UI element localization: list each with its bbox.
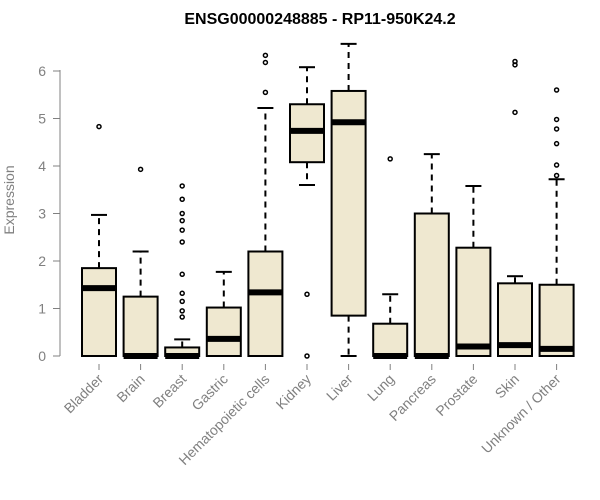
box-group bbox=[455, 184, 492, 357]
outlier-point bbox=[179, 196, 185, 202]
box bbox=[413, 212, 450, 357]
x-category-label: Unknown / Other bbox=[478, 371, 564, 457]
outlier-point bbox=[553, 116, 560, 123]
outlier-point bbox=[179, 298, 185, 305]
y-tick-label: 3 bbox=[38, 206, 46, 222]
outlier-point bbox=[96, 123, 102, 130]
box-group bbox=[372, 156, 409, 359]
y-tick-label: 1 bbox=[38, 301, 46, 317]
x-category-label: Bladder bbox=[61, 371, 107, 417]
y-tick-label: 5 bbox=[38, 111, 46, 127]
box bbox=[205, 306, 242, 357]
box bbox=[122, 295, 159, 357]
x-category-label: Liver bbox=[323, 371, 356, 404]
outlier-point bbox=[304, 353, 310, 359]
box-group bbox=[538, 87, 575, 357]
y-axis-ticks: 0 1 2 3 4 5 6 bbox=[38, 63, 60, 364]
outlier-point bbox=[179, 308, 185, 314]
chart-title: ENSG00000248885 - RP11-950K24.2 bbox=[184, 11, 455, 28]
box-group bbox=[247, 52, 284, 357]
outlier-point bbox=[304, 291, 310, 297]
y-tick-label: 4 bbox=[38, 158, 46, 174]
x-category-label: Breast bbox=[149, 371, 189, 411]
outlier-point bbox=[179, 239, 185, 245]
outlier-point bbox=[387, 156, 393, 162]
outlier-point bbox=[512, 58, 518, 65]
x-category-label: Prostate bbox=[432, 371, 480, 419]
box bbox=[455, 246, 492, 357]
box-group bbox=[289, 66, 325, 359]
box-group bbox=[330, 42, 367, 357]
outlier-point bbox=[262, 59, 269, 66]
box bbox=[330, 89, 367, 317]
x-category-label: Skin bbox=[492, 371, 523, 402]
y-tick-label: 6 bbox=[38, 63, 46, 79]
outlier-point bbox=[553, 140, 560, 147]
outlier-point bbox=[262, 52, 269, 59]
plot-area bbox=[81, 42, 575, 359]
outlier-point bbox=[179, 183, 185, 189]
box bbox=[538, 283, 575, 357]
box-group bbox=[205, 270, 242, 357]
box-group bbox=[413, 153, 450, 359]
y-tick-label: 0 bbox=[38, 348, 46, 364]
outlier-point bbox=[179, 227, 185, 233]
outlier-point bbox=[553, 87, 560, 93]
box-group bbox=[164, 183, 201, 359]
box bbox=[247, 250, 284, 357]
outlier-point bbox=[553, 172, 560, 179]
outlier-point bbox=[179, 210, 185, 217]
outlier-point bbox=[179, 314, 185, 320]
outlier-point bbox=[137, 166, 144, 173]
outlier-point bbox=[553, 126, 560, 132]
box bbox=[81, 267, 117, 357]
outlier-point bbox=[179, 217, 185, 224]
box bbox=[372, 322, 409, 358]
outlier-point bbox=[179, 290, 185, 297]
box-group bbox=[497, 58, 533, 358]
outlier-point bbox=[262, 89, 269, 96]
y-tick-label: 2 bbox=[38, 253, 46, 269]
box-group bbox=[122, 166, 159, 359]
x-category-label: Kidney bbox=[273, 371, 315, 413]
outlier-point bbox=[553, 162, 560, 168]
outlier-point bbox=[179, 271, 185, 278]
x-category-label: Brain bbox=[113, 371, 147, 405]
outlier-point bbox=[512, 109, 518, 116]
x-category-label: Lung bbox=[364, 371, 397, 404]
box-group bbox=[81, 123, 117, 357]
y-axis-title: Expression bbox=[1, 165, 17, 234]
